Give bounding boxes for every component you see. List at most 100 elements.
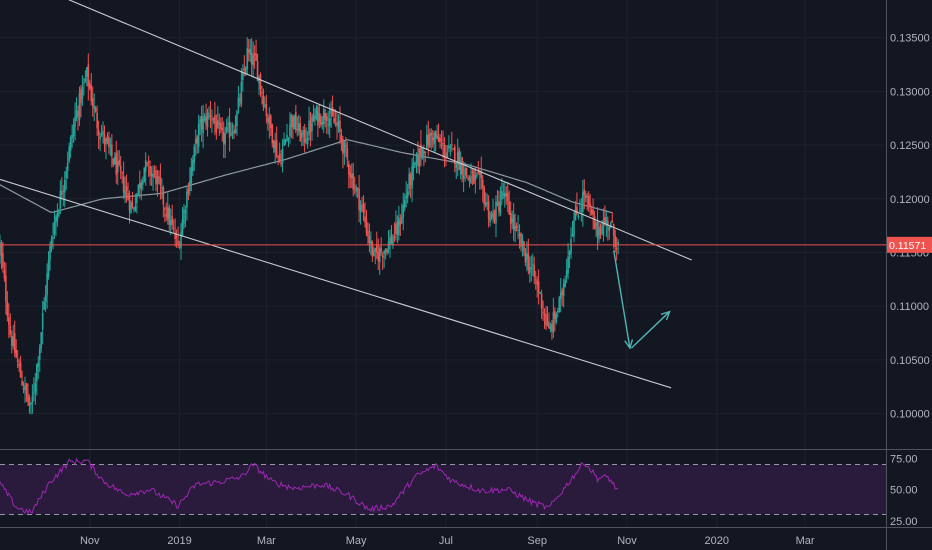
candle-body — [153, 170, 156, 172]
candle-body — [63, 179, 66, 193]
candle-body — [161, 187, 163, 189]
candle-body — [43, 301, 45, 310]
candle-body — [449, 146, 452, 149]
candle-body — [308, 120, 310, 136]
candle-body — [99, 136, 101, 140]
candle-body — [299, 123, 302, 142]
candle-body — [168, 207, 171, 225]
candle-body — [318, 113, 321, 123]
candle-body — [405, 195, 408, 199]
candle-body — [586, 195, 589, 197]
candle-body — [78, 92, 81, 121]
candle-body — [90, 85, 93, 102]
candle-body — [374, 248, 377, 252]
x-tick-label: Jul — [439, 535, 453, 547]
candle-body — [217, 120, 219, 129]
y-tick-label: 0.12500 — [890, 140, 930, 152]
candle-body — [306, 137, 309, 145]
current-price-label: 0.11571 — [889, 240, 926, 252]
candle-body — [452, 148, 455, 150]
candle-body — [518, 234, 521, 237]
candle-body — [275, 139, 278, 157]
candle-body — [259, 74, 262, 89]
candle-body — [442, 142, 444, 145]
candle-body — [400, 216, 403, 224]
lower-channel-trendline[interactable] — [0, 178, 672, 389]
candle-body — [2, 253, 4, 268]
candle-body — [271, 124, 274, 144]
candle-body — [256, 61, 259, 81]
candle-body — [328, 118, 331, 127]
candle-body — [141, 181, 144, 185]
candle-body — [149, 165, 151, 176]
candle-body — [77, 111, 79, 117]
candle-body — [0, 244, 1, 249]
candle-body — [371, 242, 374, 257]
candle-body — [337, 121, 340, 128]
candle-body — [184, 210, 187, 213]
candle-body — [252, 55, 254, 66]
x-tick-label: Nov — [617, 535, 637, 547]
candle-body — [22, 387, 25, 390]
candle-body — [312, 114, 315, 122]
candle-body — [409, 174, 412, 185]
upper-channel-trendline[interactable] — [0, 0, 692, 261]
candle-body — [445, 154, 447, 156]
candle-body — [543, 313, 546, 316]
candle-body — [75, 110, 78, 118]
candle-body — [109, 144, 112, 146]
candle-body — [320, 116, 322, 125]
projection-arrow[interactable] — [613, 250, 634, 350]
candle-body — [203, 115, 206, 120]
candle-body — [224, 133, 226, 145]
candle-body — [190, 167, 193, 184]
rsi-band-fill — [0, 464, 886, 515]
candle-body — [72, 124, 75, 137]
candle-body — [199, 119, 201, 123]
candle-body — [9, 325, 12, 335]
candle-body — [47, 259, 50, 277]
candle-body — [164, 208, 166, 210]
candle-body — [399, 220, 402, 226]
candle-body — [331, 107, 334, 117]
candle-body — [386, 249, 388, 254]
candle-body — [542, 311, 544, 313]
arrow-head — [624, 339, 634, 350]
candle-body — [244, 67, 247, 74]
candle-body — [127, 193, 129, 200]
trendline-layer[interactable] — [0, 0, 886, 389]
x-tick-label: Sep — [527, 535, 547, 547]
candle-body — [564, 279, 566, 287]
candle-body — [568, 251, 571, 255]
candle-body — [35, 364, 38, 382]
candle-body — [305, 140, 307, 142]
candle-body — [21, 380, 23, 386]
candle-body — [512, 214, 515, 230]
candle-body — [65, 171, 68, 178]
candle-body — [433, 132, 435, 144]
candle-body — [378, 248, 381, 262]
candle-body — [511, 218, 513, 223]
candle-body — [267, 118, 269, 122]
candle-body — [496, 202, 499, 206]
candle-body — [549, 326, 552, 329]
candlestick-series — [0, 37, 619, 415]
candle-body — [236, 111, 238, 127]
candle-body — [484, 202, 487, 206]
candle-body — [286, 134, 288, 142]
projection-arrow[interactable] — [630, 310, 671, 349]
candle-body — [280, 162, 282, 165]
candle-body — [552, 312, 555, 333]
candle-body — [364, 216, 366, 223]
candle-body — [287, 138, 290, 140]
candle-body — [243, 68, 246, 71]
candle-body — [375, 245, 378, 253]
candle-body — [150, 173, 153, 177]
candle-body — [524, 251, 527, 263]
candle-body — [577, 215, 580, 218]
candle-body — [614, 235, 616, 247]
candle-body — [556, 311, 559, 313]
candle-body — [80, 89, 82, 104]
candle-body — [295, 112, 297, 131]
